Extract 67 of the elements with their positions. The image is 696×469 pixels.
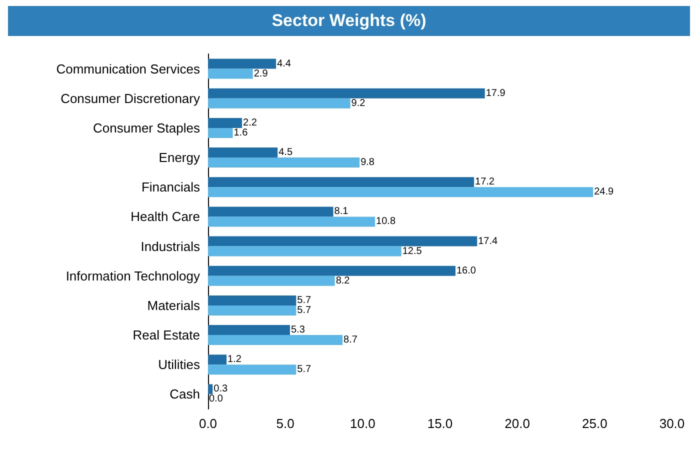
bar	[208, 128, 233, 138]
data-label: 8.1	[334, 206, 349, 218]
bar	[208, 177, 474, 188]
y-tick-label: Cash	[170, 386, 200, 402]
bar	[208, 325, 290, 336]
data-label: 10.8	[376, 216, 396, 228]
bar	[208, 305, 296, 316]
bar	[208, 98, 350, 108]
data-label: 12.5	[402, 246, 422, 257]
y-tick-label: Consumer Discretionary	[60, 90, 200, 106]
bar	[208, 216, 376, 227]
y-tick-label: Financials	[141, 180, 200, 195]
y-tick-label: Materials	[147, 298, 200, 313]
bar	[208, 88, 485, 98]
bar	[208, 295, 296, 306]
data-label: 9.8	[360, 157, 375, 168]
y-tick-label: Communication Services	[56, 61, 200, 76]
data-label: 5.7	[297, 294, 312, 306]
data-label: 9.2	[351, 98, 366, 109]
x-tick-label: 30.0	[659, 416, 685, 431]
data-label: 0.3	[214, 384, 228, 395]
bar	[208, 206, 334, 217]
bar	[208, 354, 227, 365]
bar	[208, 246, 402, 256]
bar	[208, 187, 594, 198]
y-tick-label: Consumer Staples	[93, 120, 200, 136]
data-label: 1.6	[234, 127, 248, 138]
bar	[208, 58, 276, 69]
data-label: 1.2	[228, 354, 242, 366]
y-tick-label: Utilities	[158, 357, 200, 372]
data-label: 2.9	[254, 68, 268, 80]
x-tick-label: 25.0	[582, 416, 608, 431]
y-tick-label: Industrials	[140, 238, 200, 254]
data-label: 8.7	[344, 334, 358, 346]
x-tick-label: 0.0	[198, 416, 218, 431]
data-label: 16.0	[456, 265, 476, 276]
x-tick-label: 5.0	[276, 416, 294, 431]
bar	[208, 276, 335, 286]
bar	[208, 118, 242, 128]
bar	[208, 148, 278, 158]
y-tick-label: Real Estate	[132, 328, 200, 343]
bar	[208, 158, 360, 168]
data-label: 17.9	[486, 88, 506, 99]
bar	[208, 236, 478, 246]
data-label: 5.7	[297, 304, 312, 316]
y-tick-label: Information Technology	[66, 268, 200, 284]
data-label: 4.4	[277, 58, 292, 70]
data-label: 8.2	[336, 275, 350, 286]
bar	[208, 384, 213, 394]
data-label: 17.4	[478, 236, 498, 247]
x-tick-label: 15.0	[427, 416, 453, 431]
data-label: 4.5	[278, 147, 293, 158]
data-label: 0.0	[209, 394, 224, 405]
x-tick-label: 10.0	[350, 416, 376, 431]
bar	[208, 266, 456, 276]
bar	[208, 335, 343, 346]
bar	[208, 68, 253, 79]
data-label: 24.9	[594, 186, 614, 198]
data-label: 2.2	[243, 117, 258, 128]
x-tick-label: 20.0	[504, 416, 530, 431]
bar	[208, 364, 296, 375]
data-label: 5.3	[290, 324, 306, 336]
data-label: 5.7	[297, 364, 312, 376]
y-tick-label: Energy	[158, 150, 200, 166]
data-label: 17.2	[475, 176, 495, 188]
chart-title: Sector Weights (%)	[8, 6, 690, 36]
y-tick-label: Health Care	[130, 209, 200, 224]
